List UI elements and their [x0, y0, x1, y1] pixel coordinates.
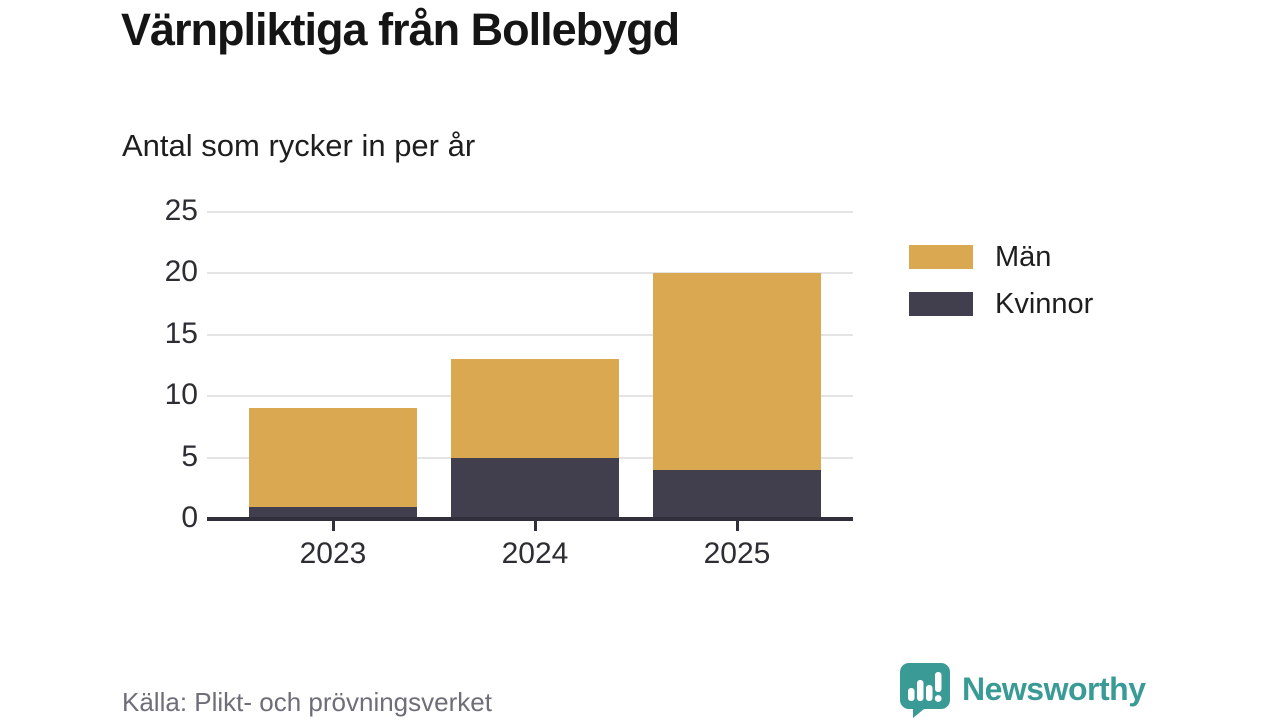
bar-segment-män-2024	[451, 359, 619, 458]
x-axis-tick-label: 2025	[703, 537, 771, 570]
legend-item-men: Män	[909, 240, 1093, 273]
newsworthy-logo-icon	[900, 663, 950, 718]
y-axis-tick-label: 20	[164, 255, 198, 289]
bar-segment-kvinnor-2023	[249, 506, 417, 519]
bar-segment-män-2023	[249, 408, 417, 507]
legend-label-men: Män	[995, 240, 1052, 273]
bar-segment-kvinnor-2024	[451, 457, 619, 519]
x-axis-tick-2025	[736, 521, 739, 531]
chart-subtitle: Antal som rycker in per år	[122, 128, 476, 163]
gridline-y-15	[207, 333, 853, 336]
x-axis-tick-2024	[534, 521, 537, 531]
newsworthy-logo-text: Newsworthy	[962, 670, 1146, 707]
gridline-y-25	[207, 211, 853, 213]
x-axis-tick-label: 2023	[299, 537, 367, 570]
y-axis-tick-label: 5	[181, 439, 198, 473]
chart-legend: Män Kvinnor	[909, 240, 1094, 339]
bar-segment-kvinnor-2025	[653, 469, 821, 519]
gridline-y-20	[207, 272, 853, 275]
y-axis-tick-label: 25	[164, 194, 198, 227]
source-note: Källa: Plikt- och prövningsverket	[122, 687, 492, 717]
y-axis-tick-label: 0	[181, 501, 198, 534]
x-axis-tick-label: 2024	[501, 537, 569, 570]
page-title: Värnpliktiga från Bollebygd	[121, 4, 680, 55]
y-axis-tick-label: 10	[164, 378, 198, 412]
x-axis-tick-2023	[332, 521, 335, 531]
legend-swatch-men	[909, 245, 973, 269]
legend-label-women: Kvinnor	[995, 287, 1094, 320]
legend-swatch-women	[909, 292, 973, 316]
newsworthy-logo: Newsworthy	[896, 660, 1146, 718]
x-axis-line	[207, 517, 853, 521]
legend-item-women: Kvinnor	[909, 287, 1094, 320]
bar-segment-män-2025	[653, 273, 821, 470]
y-axis-tick-label: 15	[164, 316, 198, 350]
